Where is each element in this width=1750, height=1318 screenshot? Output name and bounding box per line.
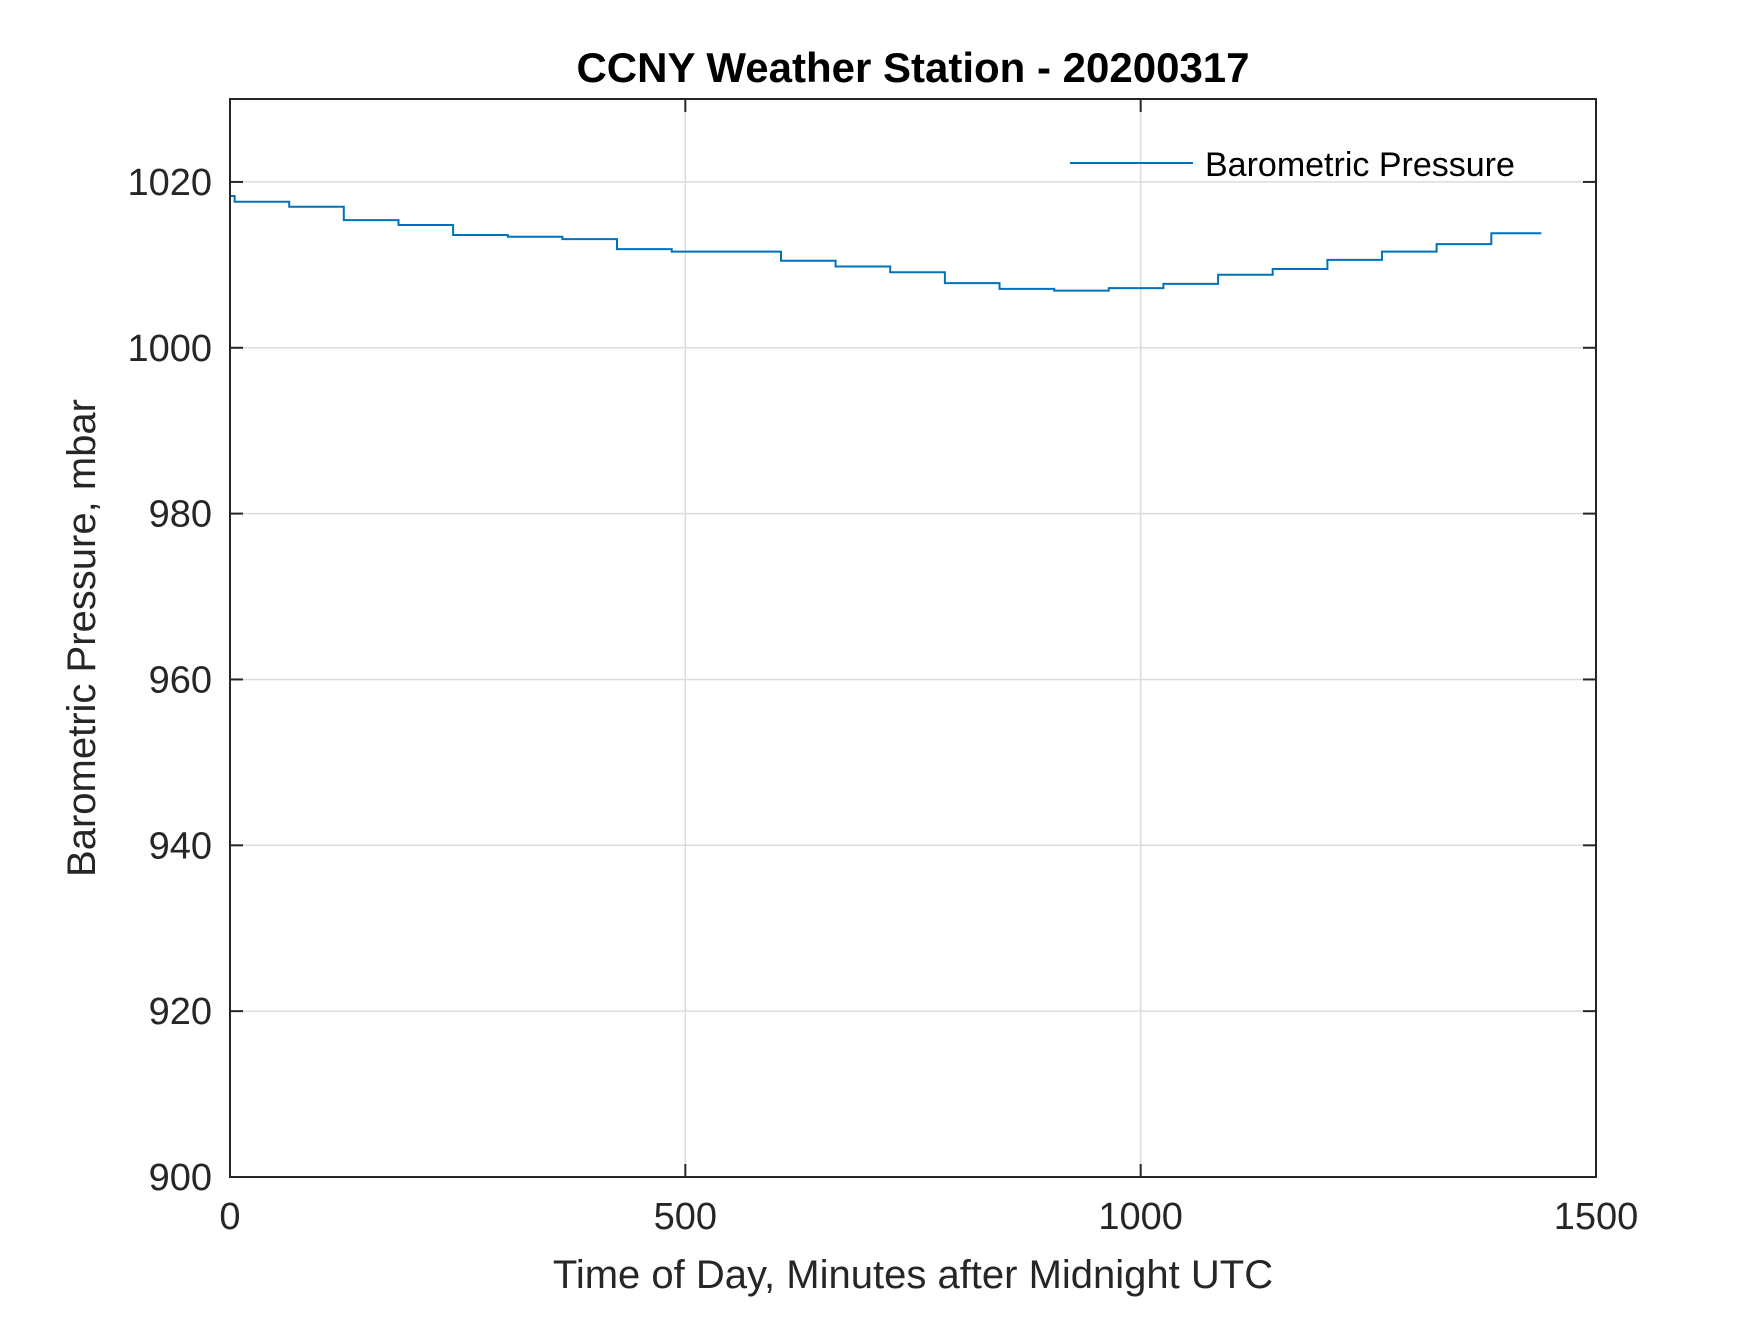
y-tick-label: 960 [149, 659, 212, 701]
y-tick-label: 940 [149, 825, 212, 867]
legend: Barometric Pressure [1070, 146, 1515, 184]
x-tick-label: 0 [219, 1196, 240, 1238]
plot-area [230, 99, 1596, 1177]
chart-title: CCNY Weather Station - 20200317 [576, 44, 1249, 91]
grid-layer [230, 99, 1596, 1177]
y-axis-label: Barometric Pressure, mbar [60, 399, 104, 877]
y-tick-label: 1020 [127, 162, 212, 204]
x-tick-label: 1000 [1098, 1196, 1183, 1238]
y-tick-label: 920 [149, 991, 212, 1033]
tick-labels-layer: 0 500 1000 1500 900 920 940 960 980 1000 1020 [127, 162, 1638, 1238]
series-line-barometric-pressure [230, 195, 1542, 292]
legend-label-barometric-pressure: Barometric Pressure [1205, 146, 1515, 184]
y-tick-label: 1000 [127, 328, 212, 370]
x-axis-label: Time of Day, Minutes after Midnight UTC [553, 1253, 1273, 1297]
x-tick-label: 500 [654, 1196, 717, 1238]
plot-frame [229, 98, 1597, 1178]
y-tick-label: 980 [149, 494, 212, 536]
y-tick-label: 900 [149, 1157, 212, 1199]
series-layer [230, 195, 1542, 292]
x-tick-label: 1500 [1554, 1196, 1639, 1238]
